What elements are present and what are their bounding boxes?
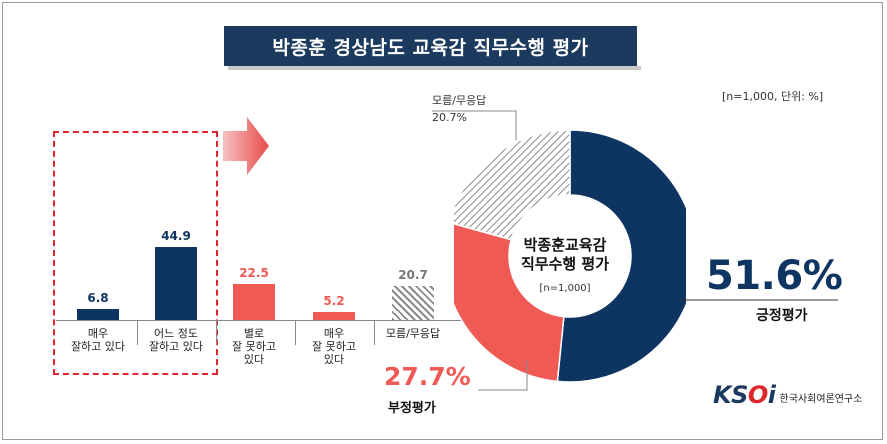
bar-category-1: 매우 잘하고 있다 [70, 327, 126, 353]
category-separator [374, 321, 375, 345]
bar-4 [313, 311, 355, 320]
chart-frame [2, 2, 883, 440]
bar-value-2: 44.9 [161, 229, 191, 244]
unknown-label-value: 20.7% [432, 111, 467, 124]
bar-2 [155, 247, 197, 320]
donut-chart [454, 129, 686, 383]
bar-category-2: 어느 정도 잘하고 있다 [148, 327, 204, 353]
bar-value-5: 20.7 [398, 268, 428, 283]
bar-5 [392, 286, 434, 320]
negative-percent: 27.7% [384, 362, 471, 391]
sample-note: [n=1,000, 단위: %] [722, 90, 824, 103]
positive-percent: 51.6% [706, 253, 843, 299]
bar-category-3: 별로 잘 못하고 있다 [232, 327, 276, 366]
category-separator [295, 321, 296, 345]
bar-value-4: 5.2 [323, 293, 345, 308]
bar-category-4: 매우 잘 못하고 있다 [312, 327, 356, 366]
category-separator [137, 321, 138, 345]
category-separator [216, 321, 217, 345]
donut-slice-3 [454, 129, 571, 241]
donut-slice-1 [556, 129, 686, 383]
donut-slice-2 [454, 223, 565, 383]
donut-center-sample: [n=1,000] [539, 283, 591, 294]
bar-category-5: 모름/무응답 [385, 327, 441, 340]
logo-mark: KSOi [713, 381, 776, 409]
unknown-leader-line [432, 110, 517, 140]
bar-value-3: 22.5 [239, 265, 269, 280]
unknown-label-text: 모름/무응답 [432, 94, 487, 107]
ksoi-logo: KSOi 한국사회여론연구소 [713, 381, 862, 409]
bar-value-1: 6.8 [87, 290, 109, 305]
bar-3 [233, 283, 275, 320]
unknown-label: 모름/무응답 20.7% [432, 92, 486, 126]
positive-label: 긍정평가 [756, 308, 808, 324]
logo-name: 한국사회여론연구소 [779, 393, 863, 405]
bar-1 [77, 308, 119, 320]
donut-center-title: 박종훈교육감 직무수행 평가 [520, 236, 610, 273]
negative-label: 부정평가 [388, 401, 436, 416]
positive-group-highlight [53, 131, 218, 375]
chart-title: 박종훈 경상남도 교육감 직무수행 평가 [224, 26, 641, 70]
bar-chart-baseline [56, 320, 472, 321]
negative-leader-line [478, 360, 528, 391]
arrow-right-icon [223, 117, 269, 175]
